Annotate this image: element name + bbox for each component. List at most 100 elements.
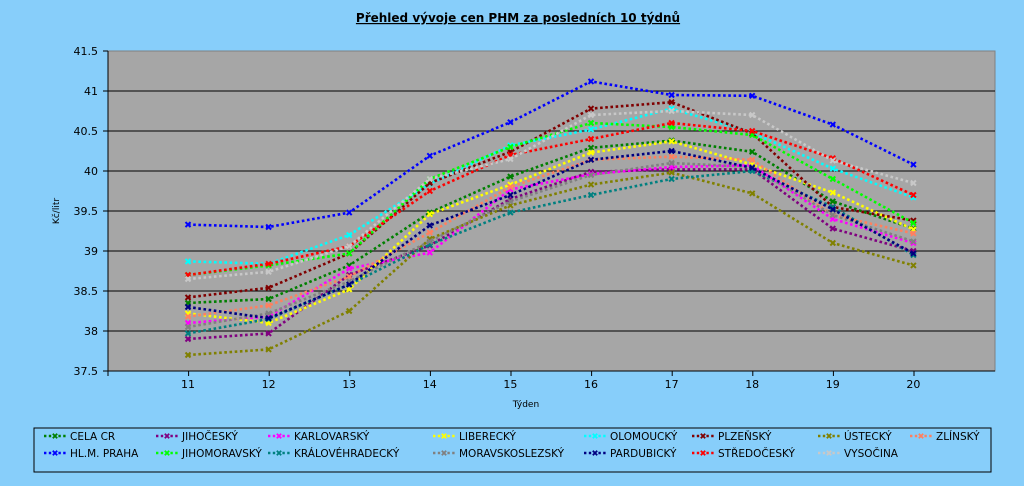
legend-marker (700, 433, 706, 439)
legend-marker (52, 433, 58, 439)
data-point (587, 181, 595, 188)
x-axis-label: Týden (512, 400, 539, 410)
data-point (829, 206, 837, 213)
data-point (829, 121, 837, 128)
x-tick-label: 20 (906, 378, 920, 391)
data-point (587, 105, 595, 112)
data-point (829, 239, 837, 247)
data-point (345, 209, 353, 216)
legend-item: JIHOČESKÝ (156, 430, 238, 443)
legend-label: STŘEDOČESKÝ (718, 447, 796, 460)
data-point (910, 238, 917, 245)
series-PARDUBICKÝ (184, 147, 917, 322)
data-point (426, 249, 434, 256)
legend-label: JIHOMORAVSKÝ (181, 447, 262, 460)
data-point (345, 250, 353, 257)
legend-item: ZLÍNSKÝ (910, 430, 980, 443)
legend-item: OLOMOUCKÝ (584, 430, 678, 443)
data-point (748, 127, 756, 135)
legend-label: CELA CR (70, 431, 115, 443)
data-point (587, 156, 595, 164)
data-point (507, 183, 514, 191)
series-ÚSTECKÝ (184, 169, 917, 359)
legend-box (33, 427, 992, 473)
data-point (587, 191, 595, 199)
y-tick-label: 40 (84, 165, 98, 178)
legend-label: MORAVSKOSLEZSKÝ (459, 447, 565, 460)
data-point (345, 231, 353, 239)
data-point (265, 302, 272, 309)
data-point (265, 223, 272, 231)
series-line (187, 164, 914, 325)
data-point (587, 126, 595, 133)
data-point (184, 351, 192, 359)
y-tick-label: 39 (84, 245, 98, 258)
data-point (265, 284, 272, 292)
legend-label: JIHOČESKÝ (181, 430, 238, 443)
data-point (345, 281, 353, 288)
legend-item: CELA CR (44, 431, 115, 443)
data-point (829, 175, 837, 183)
data-point (587, 78, 595, 85)
legend-item: HL.M. PRAHA (44, 448, 139, 460)
legend: CELA CR JIHOČESKÝ KARLOVARSKÝ LIBERECKÝ OLOM… (33, 427, 992, 473)
data-point (748, 92, 756, 100)
data-point (829, 165, 837, 172)
data-point (748, 111, 756, 119)
series-line (187, 139, 914, 305)
legend-item: LIBERECKÝ (433, 430, 517, 443)
y-tick-label: 37.5 (74, 365, 99, 378)
legend-label: PARDUBICKÝ (610, 447, 677, 460)
data-point (910, 239, 917, 247)
data-point (345, 242, 353, 250)
legend-item: ÚSTECKÝ (818, 430, 892, 443)
series-line (187, 107, 914, 266)
data-point (426, 187, 434, 195)
data-point (507, 191, 514, 199)
legend-item: KARLOVARSKÝ (268, 430, 370, 443)
data-point (265, 314, 272, 322)
data-point (910, 191, 917, 199)
x-tick-label: 13 (342, 378, 356, 391)
series-line (187, 140, 914, 325)
legend-marker (592, 450, 598, 456)
series-JIHOČESKÝ (184, 166, 917, 343)
legend-item: STŘEDOČESKÝ (692, 447, 796, 460)
x-tick-label: 18 (745, 378, 759, 391)
series-line (187, 149, 915, 320)
legend-label: VYSOČINA (844, 447, 899, 460)
data-point (265, 346, 272, 353)
data-point (345, 265, 353, 272)
data-point (587, 135, 595, 143)
data-point (507, 173, 514, 180)
data-point (507, 118, 514, 126)
y-tick-labels: 37.5 38 38.5 39 39.5 40 40.5 41 41.5 (74, 45, 108, 378)
x-tick-label: 12 (262, 378, 276, 391)
data-point (184, 313, 192, 320)
data-point (507, 198, 514, 205)
x-tick-label: 15 (503, 378, 517, 391)
data-point (426, 229, 434, 236)
legend-marker (52, 450, 58, 456)
data-point (910, 219, 917, 227)
data-point (184, 221, 192, 228)
data-point (668, 159, 675, 167)
data-point (184, 330, 192, 337)
data-point (748, 164, 756, 172)
legend-item: PARDUBICKÝ (584, 447, 677, 460)
series-line (187, 161, 914, 329)
series-line (187, 80, 914, 229)
legend-marker (441, 450, 447, 456)
data-point (668, 119, 675, 127)
legend-label: ÚSTECKÝ (844, 430, 892, 443)
legend-marker (592, 433, 598, 439)
data-point (426, 210, 434, 218)
series-line (187, 171, 914, 357)
y-tick-label: 41.5 (74, 45, 99, 58)
series-line (187, 100, 914, 299)
data-point (587, 149, 595, 156)
legend-label: ZLÍNSKÝ (936, 430, 980, 443)
legend-label: PLZEŇSKÝ (718, 430, 772, 443)
data-point (910, 262, 917, 269)
